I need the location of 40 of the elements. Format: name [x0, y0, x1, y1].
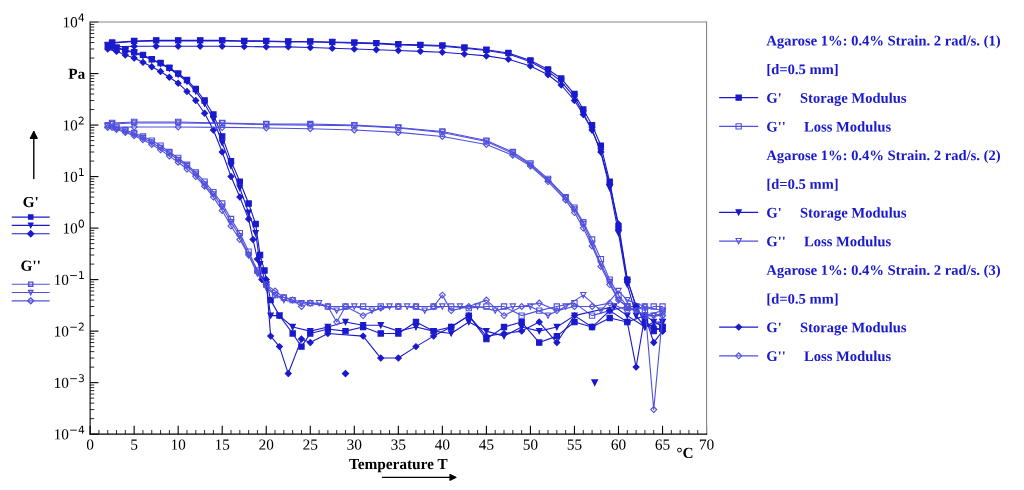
- y-tick-label: 10$^{2}$: [63, 116, 84, 131]
- x-tick-label: 40: [435, 439, 450, 450]
- legend-label: G'' Loss Modulus: [767, 236, 891, 247]
- x-tick-label: 30: [347, 439, 362, 450]
- text: G'': [21, 260, 40, 271]
- y-tick-label: 10$^{4}$: [63, 13, 85, 28]
- y-tick-label: 10$^{0}$: [63, 219, 85, 234]
- x-tick-label: 10: [171, 439, 186, 450]
- legend-label: G' Storage Modulus: [767, 207, 907, 221]
- y-tick-label: 10$^{1}$: [63, 168, 84, 182]
- text: [d=0.5 mm]: [767, 178, 838, 191]
- x-tick-label: 0: [86, 439, 94, 450]
- y-tick-label: 10$^{−3}$: [54, 374, 84, 389]
- x-tick-label: 25: [303, 439, 318, 450]
- x-tick-label: 70: [699, 439, 714, 450]
- legend-label: G'' Loss Modulus: [767, 121, 891, 132]
- x-tick-label: 65: [655, 439, 670, 450]
- x-tick-label: 55: [567, 439, 582, 450]
- x-tick-label: 5: [131, 439, 138, 450]
- y-tick-label: 10$^{−4}$: [54, 425, 85, 440]
- x-tick-label: 45: [479, 439, 494, 450]
- text: [d=0.5 mm]: [767, 64, 838, 77]
- y-tick-label: 10$^{−2}$: [54, 322, 84, 337]
- text: Agarose 1%: 0.4% Strain. 2 rad/s. (1): [766, 35, 1000, 49]
- text: [d=0.5 mm]: [767, 293, 838, 306]
- x-tick-label: 50: [523, 439, 538, 450]
- y-tick-label: 10$^{−1}$: [54, 271, 84, 285]
- x-tick-label: 60: [611, 439, 626, 450]
- legend-label: G'' Loss Modulus: [767, 350, 891, 362]
- x-tick-label: 15: [215, 439, 230, 450]
- x-axis-title: Temperature T: [349, 459, 448, 473]
- x-tick-label: 20: [259, 439, 274, 450]
- legend-label: G' Storage Modulus: [767, 92, 907, 106]
- text: Agarose 1%: 0.4% Strain. 2 rad/s. (3): [766, 264, 1000, 279]
- text: Agarose 1%: 0.4% Strain. 2 rad/s. (2): [766, 150, 1000, 164]
- y-tick-label: Pa: [68, 68, 86, 80]
- text: °C: [677, 447, 693, 459]
- text: G': [23, 196, 38, 208]
- x-tick-label: 35: [391, 439, 406, 450]
- legend-label: G' Storage Modulus: [767, 322, 907, 336]
